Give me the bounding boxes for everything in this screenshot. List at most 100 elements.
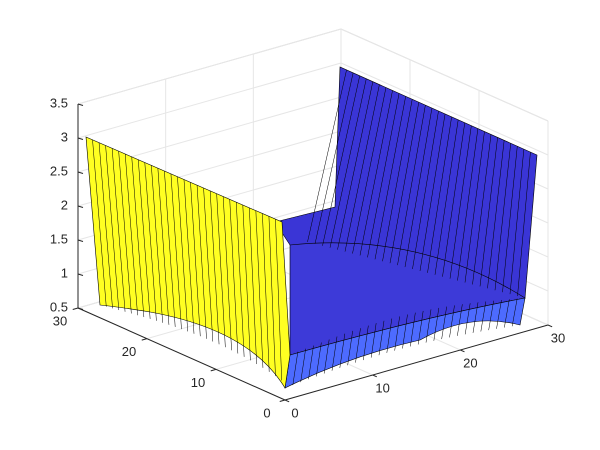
- mesh-line: [427, 116, 452, 273]
- mesh-line: [105, 145, 120, 311]
- mesh-line: [144, 162, 157, 321]
- mesh-line: [292, 351, 299, 386]
- y-axis: [77, 307, 286, 401]
- mesh-line: [386, 318, 393, 353]
- mesh-line: [339, 333, 346, 368]
- mesh-line: [222, 196, 232, 351]
- mesh-line: [131, 156, 145, 318]
- tick-mark: [77, 171, 84, 174]
- mesh-line: [472, 134, 492, 285]
- mesh-line: [236, 202, 245, 357]
- surface: [85, 66, 538, 389]
- mesh-line: [433, 307, 440, 341]
- mesh-line: [307, 69, 347, 242]
- mesh-line: [355, 328, 361, 363]
- tick-mark: [210, 368, 217, 372]
- mesh-line: [434, 119, 459, 275]
- mesh-line: [378, 320, 385, 356]
- mesh-line: [216, 193, 226, 348]
- mesh-line: [397, 105, 426, 266]
- tick-mark: [547, 324, 553, 328]
- y-tick-label: 10: [191, 375, 205, 390]
- mesh-line: [111, 148, 126, 312]
- mesh-line: [229, 199, 239, 354]
- mesh-line: [487, 140, 505, 289]
- mesh-line: [472, 302, 479, 333]
- mesh-line: [404, 108, 433, 268]
- mesh-line: [347, 330, 353, 366]
- mesh-line: [480, 301, 487, 332]
- mesh-line: [177, 176, 188, 332]
- mesh-line: [352, 87, 387, 254]
- grid-line: [340, 28, 549, 122]
- mesh-line: [402, 314, 408, 349]
- mesh-line: [441, 306, 447, 340]
- mesh-line: [464, 131, 485, 283]
- tick-mark: [77, 205, 84, 208]
- mesh-line: [164, 170, 176, 327]
- mesh-line: [124, 153, 138, 316]
- mesh-line: [190, 182, 201, 337]
- mesh-line: [275, 219, 282, 381]
- mesh-line: [479, 137, 498, 287]
- mesh-line: [370, 323, 377, 358]
- mesh-line: [322, 75, 360, 246]
- mesh-line: [151, 165, 163, 323]
- mesh-line: [316, 342, 322, 377]
- mesh-line: [425, 309, 432, 343]
- z-tick-label: 1: [61, 265, 68, 280]
- x-axis: [284, 324, 549, 401]
- front-wall: [284, 297, 526, 389]
- x-tick-label: 10: [375, 380, 389, 395]
- mesh-line: [394, 316, 400, 351]
- mesh-line: [417, 310, 424, 345]
- mesh-line: [242, 204, 251, 361]
- z-tick-label: 1.5: [50, 231, 68, 246]
- mesh-line: [344, 84, 380, 252]
- mesh-line: [382, 99, 413, 262]
- y-tick-label: 0: [263, 405, 270, 420]
- tick-mark: [77, 103, 84, 106]
- z-tick-label: 2: [61, 197, 68, 212]
- mesh-line: [502, 146, 518, 293]
- mesh-line: [496, 299, 502, 329]
- z-tick-label: 3.5: [50, 95, 68, 110]
- tick-mark: [72, 307, 79, 310]
- tick-mark: [279, 399, 286, 402]
- mesh-line: [488, 300, 494, 331]
- tick-mark: [77, 239, 84, 242]
- x-tick-label: 0: [291, 405, 298, 420]
- mesh-line: [196, 185, 207, 339]
- mesh-line: [511, 298, 518, 327]
- grid-line: [77, 28, 342, 105]
- mesh-line: [504, 299, 510, 328]
- z-tick-label: 0.5: [50, 299, 68, 314]
- x-tick-label: 20: [463, 355, 477, 370]
- mesh-line: [157, 168, 170, 325]
- mesh-line: [92, 139, 107, 307]
- mesh-line: [209, 190, 220, 345]
- mesh-line: [449, 125, 472, 279]
- mesh-line: [329, 78, 367, 248]
- mesh-line: [183, 179, 195, 334]
- mesh-line: [138, 159, 151, 319]
- mesh-line: [410, 312, 416, 347]
- mesh-line: [337, 81, 374, 250]
- mesh-line: [118, 151, 132, 314]
- mesh-line: [268, 216, 276, 377]
- mesh-line: [98, 142, 113, 309]
- mesh-line: [389, 102, 420, 264]
- grid-line: [77, 62, 342, 139]
- mesh-lines: [92, 69, 531, 386]
- mesh-line: [517, 152, 531, 297]
- mesh-line: [494, 143, 511, 291]
- z-tick-label: 2.5: [50, 163, 68, 178]
- mesh-line: [363, 325, 369, 361]
- mesh-line: [308, 345, 314, 380]
- mesh-line: [367, 93, 400, 258]
- mesh-line: [331, 336, 338, 371]
- mesh-line: [412, 110, 439, 270]
- mesh-line: [255, 210, 264, 368]
